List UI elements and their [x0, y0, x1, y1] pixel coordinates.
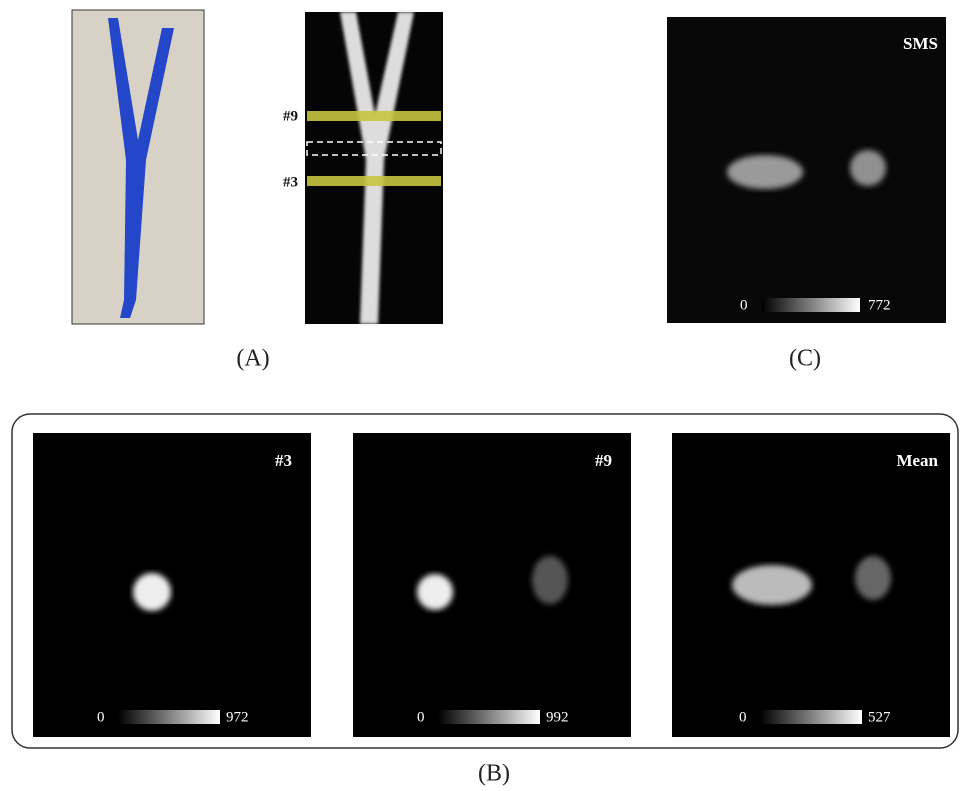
image-mean [672, 433, 950, 737]
colorbar-max: 527 [868, 709, 891, 725]
colorbar-min: 0 [97, 709, 105, 725]
colorbar-max: 992 [546, 709, 569, 725]
image-label: #9 [595, 451, 612, 470]
phantom-mri [305, 12, 443, 324]
panel-label: (C) [789, 346, 821, 372]
image-label: Mean [896, 451, 938, 470]
colorbar-max: 972 [226, 709, 249, 725]
figure: #9 #3 (A) SMS 0 772 (C) #3 #9 Mean 0 972… [0, 0, 960, 791]
sms-image [667, 17, 946, 323]
colorbar-max: 772 [868, 297, 891, 313]
colorbar-min: 0 [740, 297, 748, 313]
panel-label: (B) [478, 761, 510, 787]
image-3 [33, 433, 311, 737]
slice-label: #3 [283, 174, 298, 190]
colorbar-min: 0 [739, 709, 747, 725]
slice-label: #9 [283, 108, 298, 124]
colorbar-min: 0 [417, 709, 425, 725]
phantom-photo [72, 10, 204, 324]
panel-label: (A) [236, 346, 269, 372]
image-9 [353, 433, 631, 737]
image-label: SMS [903, 34, 938, 53]
image-label: #3 [275, 451, 292, 470]
